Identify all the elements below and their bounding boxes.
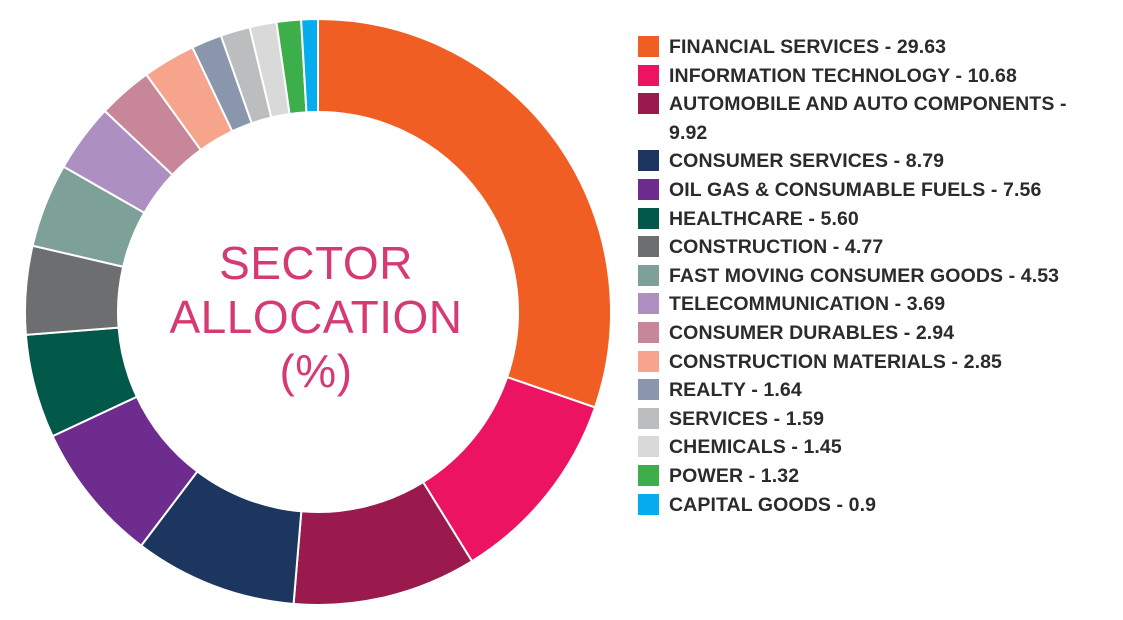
legend-swatch: [638, 464, 659, 486]
legend-swatch: [638, 36, 659, 57]
legend-item: POWER - 1.32: [638, 462, 1108, 491]
legend-label: CHEMICALS - 1.45: [669, 436, 842, 459]
legend-label: INFORMATION TECHNOLOGY - 10.68: [669, 64, 1017, 87]
legend-swatch: [638, 379, 659, 401]
legend-label: OIL GAS & CONSUMABLE FUELS - 7.56: [669, 178, 1042, 201]
legend-swatch: [638, 178, 659, 200]
donut-slice: [317, 17, 612, 409]
chart-title-line-3: (%): [279, 345, 353, 397]
donut-chart: [24, 17, 612, 606]
donut-slice: [300, 17, 319, 114]
legend-swatch: [638, 407, 659, 429]
legend-label: FINANCIAL SERVICES - 29.63: [669, 36, 947, 58]
legend-label: REALTY - 1.64: [669, 379, 802, 402]
chart-title: SECTOR ALLOCATION (%): [166, 236, 466, 398]
legend-swatch: [638, 236, 659, 258]
legend-label: AUTOMOBILE AND AUTO COMPONENTS - 9.92: [669, 93, 1067, 144]
legend-item: REALTY - 1.64: [638, 376, 1108, 405]
legend-swatch: [638, 321, 659, 343]
legend-label: POWER - 1.32: [669, 464, 800, 487]
legend-swatch: [638, 293, 659, 315]
chart-title-line-1: SECTOR: [219, 237, 413, 289]
legend-swatch: [638, 264, 659, 286]
legend-label: CONSTRUCTION MATERIALS - 2.85: [669, 350, 1002, 373]
legend-swatch: [638, 350, 659, 372]
legend-label: TELECOMMUNICATION - 3.69: [669, 293, 946, 316]
legend-item: FAST MOVING CONSUMER GOODS - 4.53: [638, 262, 1108, 291]
legend-item: SERVICES - 1.59: [638, 405, 1108, 434]
legend-swatch: [638, 64, 659, 86]
chart-title-line-2: ALLOCATION: [169, 291, 463, 343]
legend-label: CONSUMER SERVICES - 8.79: [669, 150, 945, 173]
legend-swatch: [638, 93, 659, 115]
legend-item: CONSUMER DURABLES - 2.94: [638, 319, 1108, 348]
legend-item: FINANCIAL SERVICES - 29.63: [638, 33, 1108, 62]
legend-item: TELECOMMUNICATION - 3.69: [638, 290, 1108, 319]
legend-item: CHEMICALS - 1.45: [638, 433, 1108, 462]
legend-item: OIL GAS & CONSUMABLE FUELS - 7.56: [638, 176, 1108, 205]
legend-item: INFORMATION TECHNOLOGY - 10.68: [638, 62, 1108, 91]
legend-label: FAST MOVING CONSUMER GOODS - 4.53: [669, 264, 1060, 287]
legend-label: CONSTRUCTION - 4.77: [669, 236, 884, 259]
legend-item: CONSTRUCTION MATERIALS - 2.85: [638, 348, 1108, 377]
legend-swatch: [638, 207, 659, 229]
legend-swatch: [638, 493, 659, 515]
legend-label: CONSUMER DURABLES - 2.94: [669, 321, 955, 344]
chart-legend: FINANCIAL SERVICES - 29.63 INFORMATION TE…: [638, 33, 1108, 519]
legend-item: CONSUMER SERVICES - 8.79: [638, 147, 1108, 176]
legend-label: SERVICES - 1.59: [669, 407, 825, 430]
legend-swatch: [638, 150, 659, 172]
legend-item: HEALTHCARE - 5.60: [638, 205, 1108, 234]
legend-label: CAPITAL GOODS - 0.9: [669, 493, 877, 516]
legend-item: CAPITAL GOODS - 0.9: [638, 491, 1108, 520]
legend-label: HEALTHCARE - 5.60: [669, 207, 859, 230]
legend-item: AUTOMOBILE AND AUTO COMPONENTS - 9.92: [638, 90, 1108, 147]
legend-swatch: [638, 436, 659, 458]
legend-item: CONSTRUCTION - 4.77: [638, 233, 1108, 262]
